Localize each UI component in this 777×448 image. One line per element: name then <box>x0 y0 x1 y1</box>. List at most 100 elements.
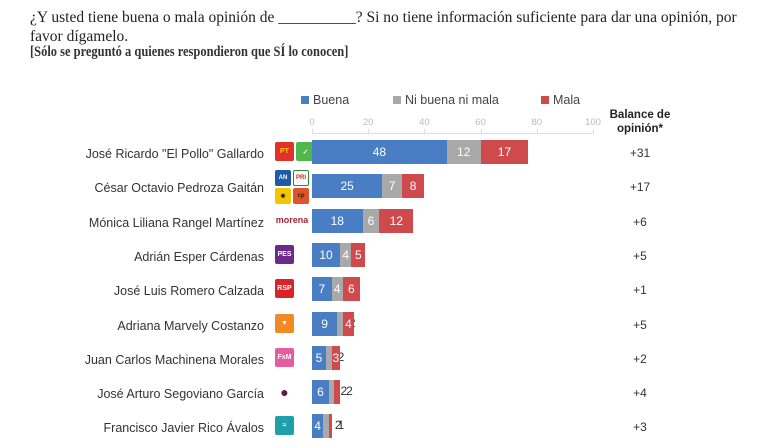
bar-value-label: 12 <box>389 213 403 228</box>
bar-value-label-outside: 2 <box>337 349 345 364</box>
party-logo-cp-icon: cp <box>293 188 309 205</box>
bar-segment-buena: 5 <box>312 345 327 370</box>
candidate-row: Adrián Esper Cárdenas PES 10 4 5 +5 <box>0 241 777 277</box>
survey-question: ¿Y usted tiene buena o mala opinión de _… <box>30 9 737 45</box>
party-logo-verde-icon: ✓ <box>296 142 315 161</box>
legend-item-ni: Ni buena ni mala <box>393 93 499 107</box>
bar-segment-ni <box>328 380 335 405</box>
bar-value-label: 6 <box>367 213 375 228</box>
legend-label-buena: Buena <box>313 93 350 107</box>
party-logo-independiente-icon: ● <box>275 382 294 402</box>
party-logo-morena-icon: morena <box>275 210 309 230</box>
party-logo-pri-icon: PRI <box>293 170 309 187</box>
bar-segment-mala: 8 <box>401 174 425 199</box>
balance-value: +5 <box>633 248 647 263</box>
candidate-name: José Ricardo "El Pollo" Gallardo <box>85 147 264 161</box>
bar-value-label-outside: 2 <box>334 418 342 433</box>
party-logo-group: AN PRI ✹ cp <box>275 170 309 205</box>
bar-value-label: 7 <box>318 282 326 297</box>
legend-swatch-ni <box>393 96 401 104</box>
candidate-row: César Octavio Pedroza Gaitán AN PRI ✹ cp 25 7 8… <box>0 170 777 208</box>
party-logo-prd-icon: ✹ <box>275 188 291 205</box>
stacked-bar: 6 <box>312 380 341 405</box>
balance-value: +6 <box>633 214 647 229</box>
bar-segment-ni: 7 <box>382 174 402 199</box>
x-tick-label: 80 <box>531 117 543 128</box>
bar-value-label: 12 <box>457 145 471 159</box>
candidate-row: Francisco Javier Rico Ávalos ≈2 1 4 +3 <box>0 412 777 448</box>
bar-value-label: 5 <box>355 247 362 262</box>
bar-segment-buena: 18 <box>312 208 363 233</box>
bar-segment-buena: 4 <box>312 414 324 439</box>
bar-segment-ni: 6 <box>362 208 380 233</box>
bar-value-label: 7 <box>388 179 396 194</box>
x-tick-mark <box>424 129 426 134</box>
party-logo-group: FxM <box>275 347 294 367</box>
bar-segment-mala: 5 <box>351 242 366 267</box>
party-logo-na-icon: ≈ <box>275 416 294 436</box>
bar-segment-mala: 3 <box>331 345 341 370</box>
x-tick-label: 0 <box>309 117 315 128</box>
candidate-row: José Arturo Segoviano García ● 2 2 6 +4 <box>0 378 777 414</box>
x-tick-label: 40 <box>419 117 430 128</box>
bar-value-label: 17 <box>497 145 512 159</box>
bar-segment-buena: 48 <box>312 140 447 164</box>
party-logo-group: PES <box>275 244 294 264</box>
bar-value-label: 3 <box>332 350 340 365</box>
x-tick-mark <box>312 129 313 134</box>
balance-value: +3 <box>633 420 647 435</box>
x-tick-label: 20 <box>362 117 374 128</box>
bar-segment-mala: 4 <box>342 311 355 336</box>
bar-segment-ni <box>326 345 332 370</box>
party-logo-group: ▼ <box>275 313 294 333</box>
balance-value: +2 <box>633 351 647 366</box>
x-tick-label: 100 <box>585 117 601 128</box>
party-logo-pan-icon: AN <box>275 170 291 187</box>
bar-value-label: 4 <box>333 282 341 297</box>
bar-value-label-outside: 2 <box>340 384 348 399</box>
bar-value-label: 9 <box>321 316 328 331</box>
bar-segment-mala <box>334 380 341 405</box>
candidate-name: Adrián Esper Cárdenas <box>134 249 264 264</box>
bar-segment-mala: 6 <box>342 277 360 302</box>
legend-item-mala: Mala <box>541 93 580 107</box>
party-logo-mc-icon: ▼ <box>275 313 294 333</box>
x-tick-mark <box>536 129 538 134</box>
party-logo-fxm-icon: FxM <box>275 347 294 367</box>
candidate-name: César Octavio Pedroza Gaitán <box>94 181 264 196</box>
party-logo-group: ≈ <box>275 416 294 436</box>
party-logo-pes-icon: PES <box>275 244 294 264</box>
bar-segment-mala <box>328 414 332 439</box>
bar-value-label: 4 <box>314 419 321 434</box>
party-logo-pt-icon: PT <box>275 142 294 161</box>
candidate-row: Juan Carlos Machinena Morales FxM 2 5 3 +2 <box>0 344 777 380</box>
party-logo-group: PT ✓ <box>275 142 315 161</box>
bar-segment-ni: 4 <box>340 242 352 267</box>
bar-segment-buena: 25 <box>312 174 383 199</box>
candidate-name: Juan Carlos Machinena Morales <box>84 352 264 367</box>
bar-value-label-outside: 1 <box>337 418 345 433</box>
bar-value-label-outside: 2 <box>346 384 353 399</box>
bar-value-label: 4 <box>342 247 350 262</box>
candidate-name: Mónica Liliana Rangel Martínez <box>88 215 264 230</box>
party-logo-rsp-icon: RSP <box>275 279 294 299</box>
bar-value-label: 10 <box>319 247 333 262</box>
balance-header: Balance de opinión* <box>609 109 671 135</box>
party-logo-group: ● <box>275 382 294 402</box>
x-tick-mark <box>480 129 482 134</box>
bar-segment-ni: 4 <box>331 277 343 302</box>
candidate-name: Adriana Marvely Costanzo <box>117 318 264 333</box>
bar-segment-buena: 10 <box>312 242 341 267</box>
bar-value-label: 6 <box>317 385 324 400</box>
candidate-name: José Arturo Segoviano García <box>97 387 264 402</box>
candidate-name: José Luis Romero Calzada <box>113 284 264 299</box>
balance-value: +1 <box>633 283 647 298</box>
balance-value: +5 <box>633 317 647 332</box>
candidate-row: José Ricardo "El Pollo" Gallardo PT ✓ 48 12 1… <box>0 138 777 174</box>
bar-value-label: 4 <box>345 316 352 331</box>
x-tick-mark <box>593 129 594 134</box>
candidate-name: Francisco Javier Rico Ávalos <box>103 421 264 436</box>
legend-swatch-mala <box>541 96 549 104</box>
